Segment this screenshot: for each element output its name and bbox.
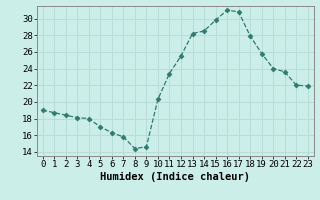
X-axis label: Humidex (Indice chaleur): Humidex (Indice chaleur) <box>100 172 250 182</box>
